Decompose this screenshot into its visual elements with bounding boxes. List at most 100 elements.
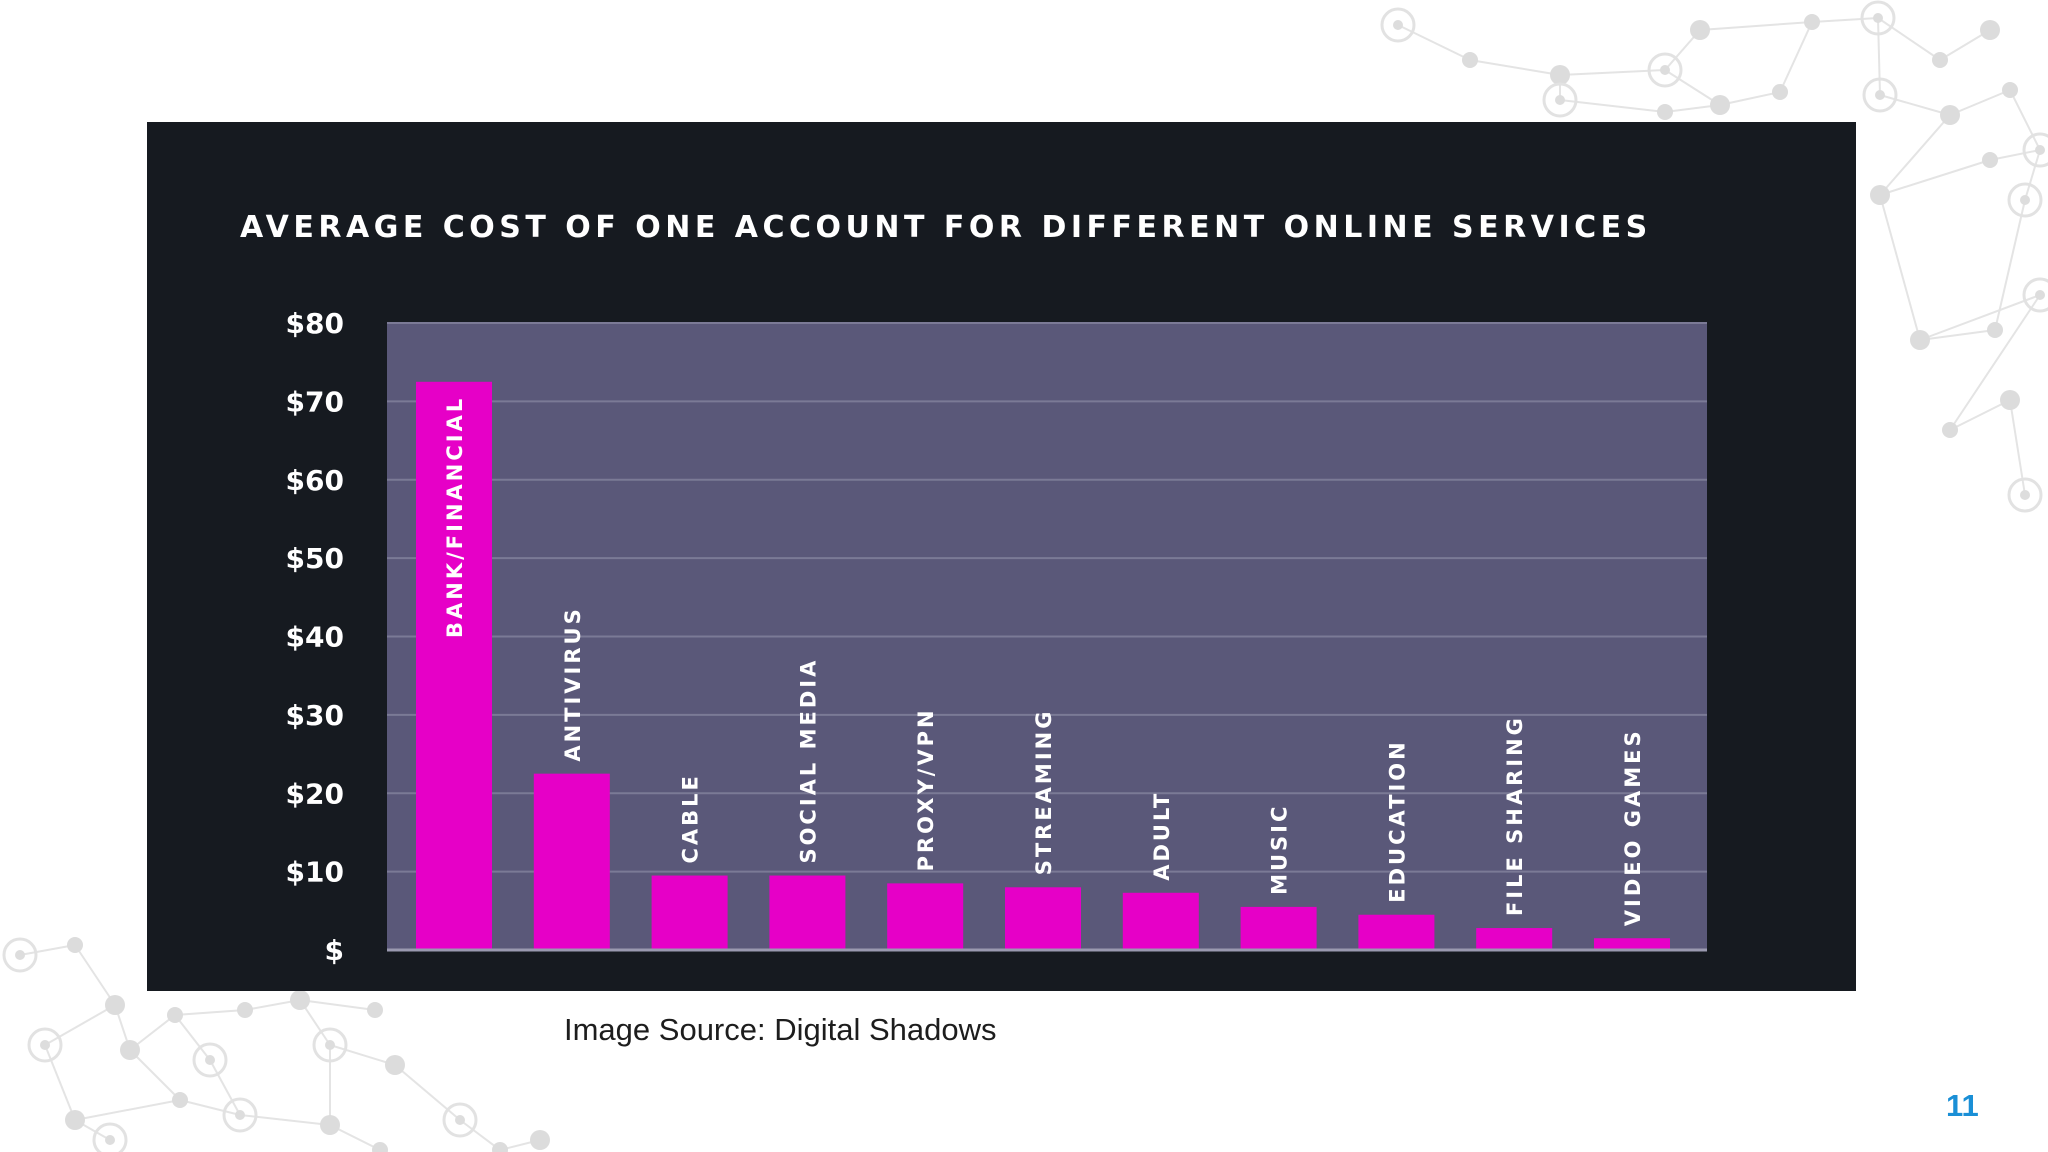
network-node [1393,20,1403,30]
network-node-ring [1380,7,1416,43]
network-node [1555,95,1565,105]
network-node [167,1007,183,1023]
network-node [1462,52,1478,68]
network-node [530,1130,550,1150]
network-node [67,937,83,953]
network-link [1919,294,2041,341]
bar [416,381,492,950]
network-node [235,1110,245,1120]
network-node [290,990,310,1010]
network-node [40,1040,50,1050]
network-link [174,1014,211,1061]
network-link [74,944,116,1006]
network-node [1550,65,1570,85]
network-node-ring [192,1042,228,1078]
bar [533,773,610,950]
network-node [1804,14,1820,30]
chart-title: AVERAGE COST OF ONE ACCOUNT FOR DIFFEREN… [240,210,1652,245]
network-node [1875,90,1885,100]
network-link [2009,89,2041,151]
network-node [2000,390,2020,410]
page-number: 11 [1946,1088,1979,1123]
network-node-ring [1647,52,1683,88]
network-node [237,1002,253,1018]
network-node [1942,422,1958,438]
network-node-ring [312,1027,348,1063]
network-link [1949,294,2041,431]
network-node-ring [1542,82,1578,118]
bar-category-label: SOCIAL MEDIA [796,658,820,864]
bar [887,883,964,950]
network-node [1660,65,1670,75]
network-link [19,944,76,956]
bar-category-label: ADULT [1150,791,1174,881]
network-link [1949,399,2011,431]
network-link [179,1099,241,1116]
network-link [174,1009,246,1016]
network-node [492,1142,508,1152]
network-link [1559,69,1666,76]
network-node [1710,95,1730,115]
y-tick-label: $40 [286,621,344,654]
bar-category-label: PROXY/VPN [914,707,938,871]
network-link [1699,21,1813,31]
network-link [1779,21,1813,93]
y-tick-label: $50 [286,542,344,575]
network-node [385,1055,405,1075]
network-node [172,1092,188,1108]
network-node-ring [2007,182,2043,218]
bar [1122,892,1199,950]
bar [1594,938,1670,950]
network-link [44,1004,116,1046]
network-link [1811,17,1879,23]
bar-category-label: BANK/FINANCIAL [443,396,467,638]
network-node [1870,185,1890,205]
y-tick-label: $10 [286,856,344,889]
y-tick-label: $70 [286,385,344,418]
network-node [1772,84,1788,100]
network-link [74,1099,181,1121]
network-node [1940,105,1960,125]
network-node [1980,20,2000,40]
network-link [1879,194,1921,341]
network-link [1879,159,1991,196]
network-node [1910,330,1930,350]
network-node-ring [442,1102,478,1138]
chart-panel: $ $10 $20 $30 $40 $50 $60 $70 $80 BANK/FINANCIAL A… [147,122,1856,991]
network-node [1690,20,1710,40]
bar [769,875,846,950]
bar [1005,887,1081,950]
network-link [299,999,376,1011]
bar-chart: $ $10 $20 $30 $40 $50 $60 $70 $80 BANK/FINANCIAL A… [286,307,1707,967]
y-tick-label: $20 [286,777,344,810]
y-tick-label: $60 [286,464,344,497]
network-node-ring [2022,132,2048,168]
network-node [105,995,125,1015]
network-node [320,1115,340,1135]
network-link [1877,17,1941,61]
bar [1476,928,1553,950]
network-node [372,1142,388,1152]
network-node-ring [1860,0,1896,36]
network-node [2035,290,2045,300]
network-node [15,950,25,960]
network-node-ring [27,1027,63,1063]
network-link [1397,24,1471,61]
network-node [205,1055,215,1065]
network-link [1989,149,2041,161]
network-link [1559,99,1666,113]
bar-category-label: MUSIC [1268,804,1292,895]
bar [1358,914,1435,950]
network-node [120,1040,140,1060]
network-node [65,1110,85,1130]
network-link [1879,94,1951,116]
network-node-ring [1862,77,1898,113]
network-link [2024,149,2041,201]
network-node [1657,104,1673,120]
network-link [459,1119,501,1151]
network-link [1719,91,1781,106]
network-node [2020,490,2030,500]
network-link [44,1044,76,1121]
network-link [1949,89,2011,116]
